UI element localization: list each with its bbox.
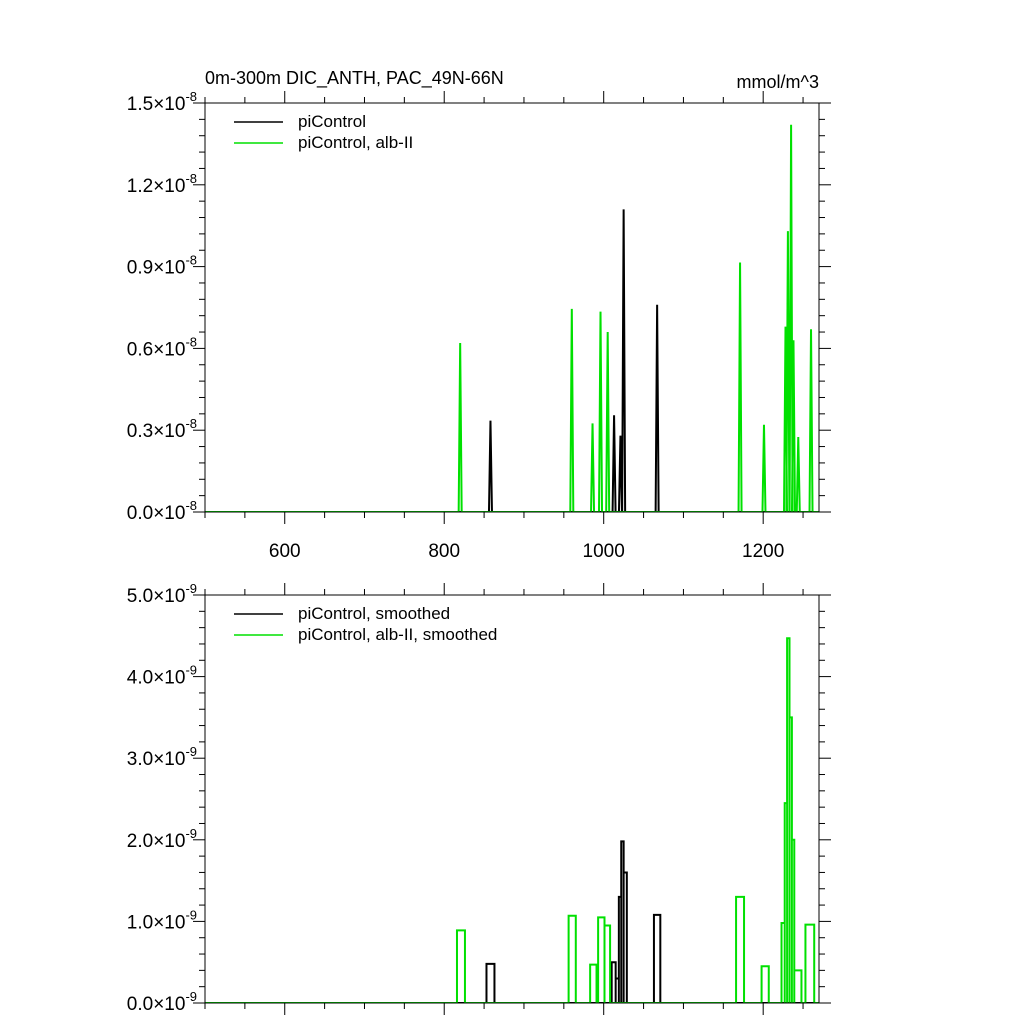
y-tick-mantissa: 0.0 bbox=[127, 994, 153, 1015]
bottom-y-tick-label: 2.0×10-9 bbox=[127, 826, 197, 852]
bottom-y-tick-label: 0.0×10-9 bbox=[127, 989, 197, 1015]
top-series-group bbox=[205, 124, 819, 512]
top-x-tick-label: 800 bbox=[428, 541, 460, 562]
top-series-line-1 bbox=[205, 124, 819, 512]
bottom-chart-panel: 0.0×10-91.0×10-92.0×10-93.0×10-94.0×10-9… bbox=[127, 581, 831, 1015]
y-tick-exponent: -8 bbox=[185, 498, 197, 513]
y-tick-mantissa: 1.2 bbox=[127, 176, 153, 197]
bottom-y-tick-label: 4.0×10-9 bbox=[127, 663, 197, 689]
y-tick-exponent: -8 bbox=[185, 253, 197, 268]
y-tick-times-ten: ×10 bbox=[153, 503, 185, 524]
y-tick-times-ten: ×10 bbox=[153, 668, 185, 689]
y-tick-times-ten: ×10 bbox=[153, 258, 185, 279]
top-y-tick-label: 0.0×10-8 bbox=[127, 498, 197, 524]
bottom-series-line-0 bbox=[205, 840, 819, 1003]
top-y-tick-label: 0.9×10-8 bbox=[127, 253, 197, 279]
y-tick-times-ten: ×10 bbox=[153, 586, 185, 607]
top-y-tick-label: 1.5×10-8 bbox=[127, 89, 197, 115]
y-tick-mantissa: 4.0 bbox=[127, 668, 153, 689]
top-legend-label-0: piControl bbox=[298, 112, 366, 131]
y-tick-exponent: -9 bbox=[185, 581, 197, 596]
y-tick-exponent: -8 bbox=[185, 334, 197, 349]
bottom-series-line-1 bbox=[205, 637, 819, 1003]
top-legend-label-1: piControl, alb-II bbox=[298, 133, 413, 152]
top-chart-units: mmol/m^3 bbox=[737, 72, 819, 92]
top-chart-panel: 0m-300m DIC_ANTH, PAC_49N-66N mmol/m^3 600… bbox=[127, 68, 831, 562]
top-chart-title: 0m-300m DIC_ANTH, PAC_49N-66N bbox=[205, 68, 504, 89]
y-tick-mantissa: 5.0 bbox=[127, 586, 153, 607]
y-tick-times-ten: ×10 bbox=[153, 831, 185, 852]
y-tick-mantissa: 0.3 bbox=[127, 421, 153, 442]
y-tick-times-ten: ×10 bbox=[153, 421, 185, 442]
y-tick-exponent: -9 bbox=[185, 744, 197, 759]
top-y-tick-label: 0.3×10-8 bbox=[127, 416, 197, 442]
top-y-tick-label: 0.6×10-8 bbox=[127, 334, 197, 360]
y-tick-mantissa: 0.0 bbox=[127, 503, 153, 524]
y-tick-mantissa: 2.0 bbox=[127, 831, 153, 852]
y-tick-exponent: -8 bbox=[185, 89, 197, 104]
y-tick-exponent: -8 bbox=[185, 416, 197, 431]
y-tick-exponent: -9 bbox=[185, 989, 197, 1004]
top-plot-frame bbox=[204, 102, 820, 513]
bottom-y-tick-label: 3.0×10-9 bbox=[127, 744, 197, 770]
y-tick-times-ten: ×10 bbox=[153, 339, 185, 360]
bottom-y-tick-label: 1.0×10-9 bbox=[127, 907, 197, 933]
top-x-tick-label: 1200 bbox=[742, 541, 784, 562]
bottom-legend-label-0: piControl, smoothed bbox=[298, 604, 450, 623]
y-tick-mantissa: 3.0 bbox=[127, 749, 153, 770]
y-tick-exponent: -9 bbox=[185, 663, 197, 678]
y-tick-times-ten: ×10 bbox=[153, 176, 185, 197]
y-tick-exponent: -9 bbox=[185, 826, 197, 841]
bottom-series-group bbox=[205, 637, 819, 1003]
y-tick-mantissa: 0.9 bbox=[127, 258, 153, 279]
bottom-y-tick-label: 5.0×10-9 bbox=[127, 581, 197, 607]
y-tick-times-ten: ×10 bbox=[153, 94, 185, 115]
y-tick-mantissa: 1.0 bbox=[127, 912, 153, 933]
y-tick-mantissa: 1.5 bbox=[127, 94, 153, 115]
top-x-tick-label: 600 bbox=[269, 541, 301, 562]
y-tick-exponent: -9 bbox=[185, 907, 197, 922]
top-x-tick-label: 1000 bbox=[583, 541, 625, 562]
y-tick-times-ten: ×10 bbox=[153, 994, 185, 1015]
y-tick-times-ten: ×10 bbox=[153, 749, 185, 770]
y-tick-mantissa: 0.6 bbox=[127, 339, 153, 360]
y-tick-exponent: -8 bbox=[185, 171, 197, 186]
bottom-legend-label-1: piControl, alb-II, smoothed bbox=[298, 625, 497, 644]
top-series-line-0 bbox=[205, 209, 819, 512]
y-tick-times-ten: ×10 bbox=[153, 912, 185, 933]
top-y-tick-label: 1.2×10-8 bbox=[127, 171, 197, 197]
bottom-plot-frame bbox=[204, 594, 820, 1004]
